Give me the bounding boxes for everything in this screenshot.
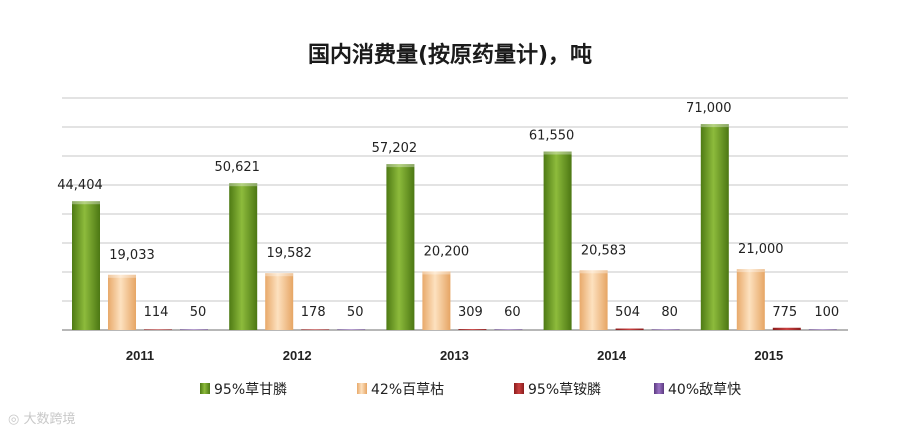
data-labels: 44,404 19,033 114 50 50,621 19,582 178 50 57,202… [57, 101, 839, 320]
bar-2012-series-3 [337, 329, 366, 330]
bar-2013-series-0 [386, 164, 415, 330]
bar-highlight [265, 273, 294, 277]
data-label-2012-series-2: 178 [301, 305, 326, 320]
legend-swatch-1 [357, 383, 367, 394]
legend-label-0: 95%草甘膦 [214, 382, 287, 398]
bar-2014-series-1 [579, 270, 608, 330]
bar-2014-series-0 [543, 151, 572, 330]
chart-title: 国内消费量(按原药量计)，吨 [308, 42, 592, 68]
data-label-2011-series-0: 44,404 [57, 178, 103, 193]
x-tick-2015: 2015 [754, 348, 783, 363]
bar-highlight [108, 274, 136, 278]
legend: 95%草甘膦 42%百草枯 95%草铵膦 40%敌草快 [200, 382, 741, 398]
x-axis-ticks: 2011 2012 2013 2014 2015 [126, 348, 783, 363]
data-label-2014-series-0: 61,550 [529, 129, 575, 144]
bar-2013-series-1 [422, 271, 451, 330]
legend-label-2: 95%草铵膦 [528, 382, 601, 398]
x-tick-2012: 2012 [283, 348, 312, 363]
bar-highlight [700, 124, 729, 128]
watermark-text: 大数跨境 [23, 412, 76, 427]
bar-2012-series-0 [229, 183, 258, 330]
legend-swatch-2 [514, 383, 524, 394]
data-label-2011-series-3: 50 [190, 305, 207, 320]
data-label-2015-series-3: 100 [814, 305, 839, 320]
bar-2014-series-3 [651, 329, 680, 330]
data-label-2013-series-3: 60 [504, 305, 521, 320]
gridlines [62, 97, 848, 331]
bar-2015-series-1 [736, 269, 765, 330]
legend-label-1: 42%百草枯 [371, 382, 444, 398]
data-label-2014-series-2: 504 [615, 305, 640, 320]
bar-2013-series-3 [494, 329, 523, 330]
data-label-2013-series-2: 309 [458, 305, 483, 320]
bar-2011-series-1 [108, 274, 136, 330]
x-tick-2011: 2011 [126, 348, 154, 363]
data-label-2011-series-1: 19,033 [109, 248, 155, 263]
x-tick-2013: 2013 [440, 348, 469, 363]
bar-2015-series-0 [700, 124, 729, 330]
bar-highlight [422, 271, 451, 275]
bar-2011-series-2 [144, 329, 172, 330]
bar-2012-series-2 [301, 329, 330, 330]
data-label-2014-series-3: 80 [661, 305, 678, 320]
data-label-2015-series-0: 71,000 [686, 101, 732, 116]
x-tick-2014: 2014 [597, 348, 627, 363]
data-label-2015-series-1: 21,000 [738, 242, 784, 257]
bar-2012-series-1 [265, 273, 294, 330]
bar-2015-series-2 [772, 327, 801, 330]
bar-highlight [736, 269, 765, 273]
data-label-2012-series-3: 50 [347, 305, 364, 320]
legend-label-3: 40%敌草快 [668, 382, 741, 398]
legend-swatch-0 [200, 383, 210, 394]
watermark-logo-icon: ◎ [8, 412, 20, 427]
data-label-2015-series-2: 775 [772, 305, 797, 320]
bar-2011-series-3 [180, 329, 208, 330]
bar-highlight [386, 164, 415, 168]
data-label-2012-series-1: 19,582 [266, 246, 312, 261]
bar-2014-series-2 [615, 328, 644, 330]
data-label-2013-series-1: 20,200 [424, 244, 470, 259]
data-label-2011-series-2: 114 [144, 305, 169, 320]
bar-highlight [229, 183, 258, 187]
legend-swatch-3 [654, 383, 664, 394]
data-label-2013-series-0: 57,202 [372, 141, 418, 156]
bar-2011-series-0 [72, 201, 100, 330]
data-label-2014-series-1: 20,583 [581, 243, 627, 258]
bar-2013-series-2 [458, 329, 487, 330]
data-label-2012-series-0: 50,621 [214, 160, 260, 175]
bar-2015-series-3 [808, 329, 837, 330]
bar-highlight [543, 151, 572, 155]
bar-highlight [72, 201, 100, 205]
bars [72, 124, 837, 330]
watermark: ◎ 大数跨境 [8, 408, 76, 427]
bar-highlight [579, 270, 608, 274]
